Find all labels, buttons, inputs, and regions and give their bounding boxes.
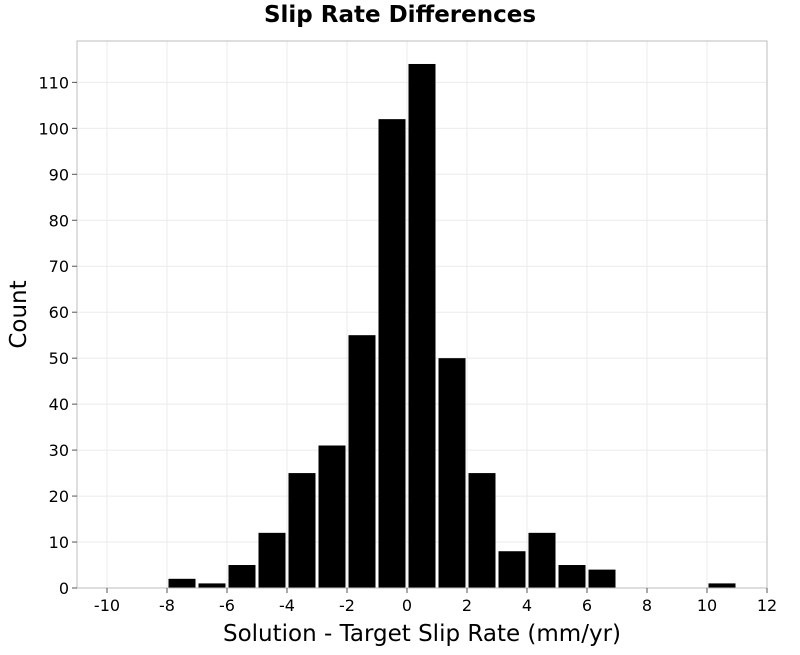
x-tick-label: -8 [159, 596, 175, 615]
y-tick-label: 20 [49, 487, 69, 506]
histogram-bar [408, 63, 436, 588]
bars-group [168, 63, 736, 589]
y-tick-label: 0 [59, 579, 69, 598]
x-axis-ticks: -10 -8 -6 -4 -2 0 2 4 6 8 10 12 [94, 588, 777, 615]
x-tick-label: 4 [522, 596, 532, 615]
x-tick-label: 0 [402, 596, 412, 615]
histogram-bar [348, 335, 376, 588]
x-tick-label: -2 [339, 596, 355, 615]
y-tick-label: 40 [49, 395, 69, 414]
histogram-bar [168, 578, 196, 588]
y-axis-label: Count [6, 280, 32, 348]
chart-title: Slip Rate Differences [263, 2, 537, 28]
histogram-bar [228, 565, 256, 588]
x-tick-label: 6 [582, 596, 592, 615]
histogram-bar [438, 358, 466, 588]
histogram-bar [258, 532, 286, 588]
y-tick-label: 30 [49, 441, 69, 460]
y-tick-label: 50 [49, 349, 69, 368]
x-tick-label: 10 [697, 596, 717, 615]
y-tick-label: 60 [49, 303, 69, 322]
histogram-bar [558, 565, 586, 588]
histogram-bar [318, 445, 346, 588]
y-axis-ticks: 0 10 20 30 40 50 60 70 80 90 100 110 [38, 73, 77, 598]
histogram-bar [288, 473, 316, 588]
histogram-bar [198, 583, 226, 588]
x-tick-label: -10 [94, 596, 120, 615]
plot-frame [76, 40, 768, 589]
x-tick-label: 8 [642, 596, 652, 615]
x-tick-label: -6 [219, 596, 235, 615]
y-tick-label: 100 [38, 119, 69, 138]
x-tick-label: 2 [462, 596, 472, 615]
y-tick-label: 10 [49, 533, 69, 552]
y-tick-label: 90 [49, 165, 69, 184]
histogram-bar [708, 583, 736, 588]
histogram-bar [588, 569, 616, 588]
x-tick-label: -4 [279, 596, 295, 615]
y-tick-label: 110 [38, 73, 69, 92]
x-tick-label: 12 [757, 596, 777, 615]
histogram-bar [378, 119, 406, 589]
histogram-bar [528, 532, 556, 588]
x-axis-label: Solution - Target Slip Rate (mm/yr) [223, 621, 621, 647]
histogram-bar [468, 473, 496, 588]
y-tick-label: 70 [49, 257, 69, 276]
histogram-bar [498, 551, 526, 588]
y-tick-label: 80 [49, 211, 69, 230]
